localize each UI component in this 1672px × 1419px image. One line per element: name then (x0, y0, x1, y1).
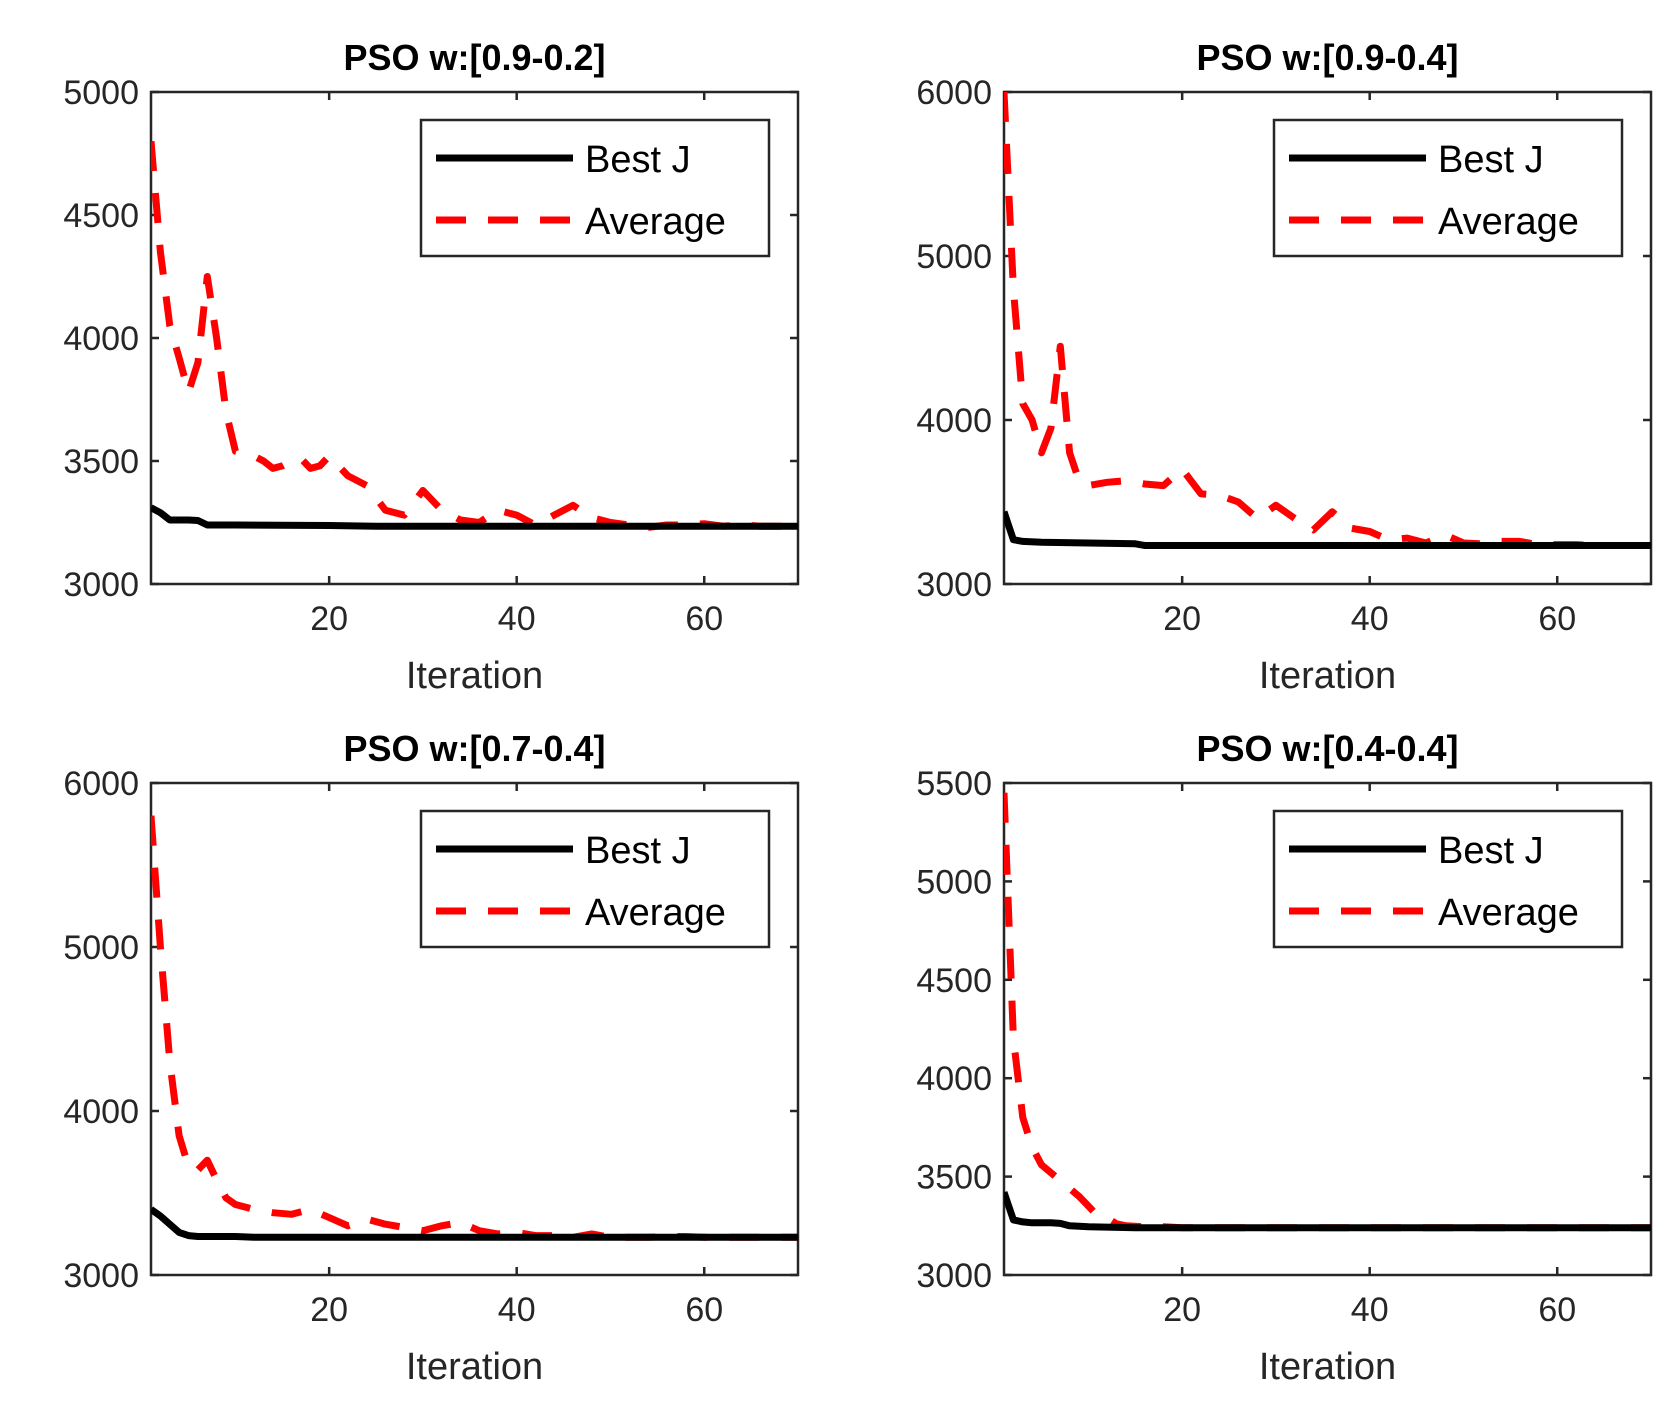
y-tick-label: 4000 (916, 402, 992, 440)
legend-label-best-j: Best J (585, 830, 691, 872)
y-tick-label: 3500 (916, 1159, 992, 1197)
y-tick-label: 4500 (63, 197, 139, 235)
x-axis-label: Iteration (1259, 1346, 1396, 1388)
subplot-1: 3000 3500 4000 4500 5000 20 40 60 PSO w:[0.9-0.2… (63, 37, 800, 697)
legend: Best J Average (1272, 118, 1624, 258)
y-tick-label: 3500 (63, 443, 139, 481)
y-tick-label: 3000 (916, 566, 992, 604)
legend-box (419, 809, 771, 949)
chart-title: PSO w:[0.9-0.4] (1196, 37, 1458, 78)
legend-label-average: Average (585, 892, 726, 934)
legend: Best J Average (419, 118, 771, 258)
legend-box (1272, 118, 1624, 258)
x-tick-label: 40 (1351, 1291, 1389, 1329)
y-tick-label: 4000 (916, 1060, 992, 1098)
series-best-j-line (1004, 510, 1651, 549)
chart-title: PSO w:[0.9-0.2] (343, 37, 605, 78)
series-best-j-line (151, 504, 798, 530)
x-axis-label: Iteration (406, 1346, 543, 1388)
y-tick-label: 5500 (916, 765, 992, 803)
series-average-line (1004, 792, 1651, 1232)
y-tick-label: 3000 (916, 1257, 992, 1295)
x-axis-label: Iteration (1259, 655, 1396, 697)
y-tick-label: 3000 (63, 1257, 139, 1295)
axes-box (1002, 90, 1653, 586)
y-tick-label: 4000 (63, 1093, 139, 1131)
x-tick-label: 60 (1538, 1291, 1576, 1329)
x-tick-label: 60 (685, 1291, 723, 1329)
legend-box (1272, 809, 1624, 949)
legend-label-best-j: Best J (1438, 139, 1544, 181)
x-tick-label: 20 (1163, 1291, 1201, 1329)
legend-label-best-j: Best J (585, 139, 691, 181)
y-tick-label: 5000 (63, 929, 139, 967)
x-tick-label: 60 (685, 600, 723, 638)
x-tick-label: 40 (498, 600, 536, 638)
legend: Best J Average (419, 809, 771, 949)
y-tick-label: 4500 (916, 962, 992, 1000)
axes-box (1002, 781, 1653, 1277)
series-best-j-line (1004, 1191, 1651, 1232)
subplot-2: 3000 4000 5000 6000 20 40 60 PSO w:[0.9-0.4] Ite… (916, 37, 1653, 697)
y-tick-label: 6000 (916, 74, 992, 112)
legend-label-average: Average (1438, 892, 1579, 934)
x-tick-label: 60 (1538, 600, 1576, 638)
y-tick-label: 5000 (63, 74, 139, 112)
y-tick-label: 4000 (63, 320, 139, 358)
chart-title: PSO w:[0.7-0.4] (343, 728, 605, 769)
x-tick-label: 40 (1351, 600, 1389, 638)
legend: Best J Average (1272, 809, 1624, 949)
chart-title: PSO w:[0.4-0.4] (1196, 728, 1458, 769)
x-tick-label: 40 (498, 1291, 536, 1329)
legend-label-best-j: Best J (1438, 830, 1544, 872)
legend-label-average: Average (1438, 201, 1579, 243)
series-average-line (151, 815, 798, 1241)
y-tick-label: 5000 (916, 863, 992, 901)
y-tick-label: 6000 (63, 765, 139, 803)
axes-box (149, 781, 800, 1277)
x-tick-label: 20 (310, 1291, 348, 1329)
x-tick-label: 20 (310, 600, 348, 638)
y-tick-label: 3000 (63, 566, 139, 604)
x-axis-label: Iteration (406, 655, 543, 697)
legend-label-average: Average (585, 201, 726, 243)
legend-box (419, 118, 771, 258)
x-tick-label: 20 (1163, 600, 1201, 638)
series-best-j-line (151, 1206, 798, 1241)
subplot-3: 3000 4000 5000 6000 20 40 60 PSO w:[0.7-0.4] Ite… (63, 728, 800, 1388)
subplot-4: 3000 3500 4000 4500 5000 5500 20 40 60 PSO w:[0.4… (916, 728, 1653, 1388)
y-tick-label: 5000 (916, 238, 992, 276)
